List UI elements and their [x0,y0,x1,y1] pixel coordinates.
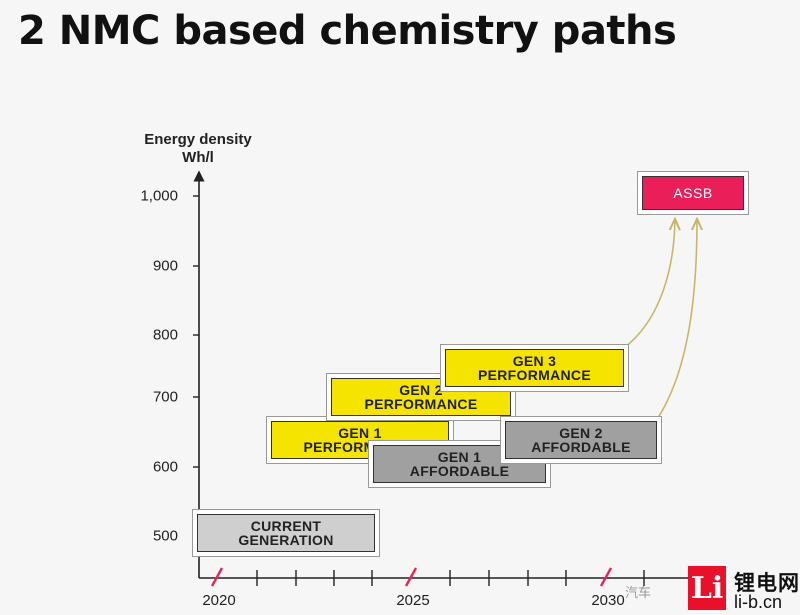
box-gen2-affordable: GEN 2 AFFORDABLE [505,421,657,459]
watermark-logo: Li [688,566,726,610]
arrow-gen3-to-assb [623,220,675,349]
page-title: 2 NMC based chemistry paths [18,8,677,54]
box-assb-label: ASSB [673,185,713,201]
x-tick-2030: 2030 [591,592,625,609]
y-tick-600: 600 [152,458,178,476]
box-gen2aff-line2: AFFORDABLE [531,439,631,455]
box-gen1aff-line1: GEN 1 [437,449,482,465]
y-tick-700: 700 [152,388,178,406]
year-markers [210,567,613,587]
watermark-caption: 汽车 [625,585,652,600]
box-assb: ASSB [642,176,744,210]
y-tick-1000: 1,000 [140,187,178,205]
x-tick-2020: 2020 [202,592,236,609]
box-gen3perf-line2: PERFORMANCE [478,367,591,383]
y-axis-label-line2: Wh/l [182,149,214,166]
box-gen1aff-line2: AFFORDABLE [409,463,510,479]
watermark-site-cn: 锂电网 [734,572,800,595]
y-tick-500: 500 [152,527,178,545]
box-gen2aff-line1: GEN 2 [559,425,603,441]
x-tick-2025: 2025 [396,592,430,609]
box-current-generation: CURRENT GENERATION [197,514,375,552]
arrow-gen2aff-to-assb [655,220,697,422]
box-gen3perf-line1: GEN 3 [512,353,557,369]
y-tick-800: 800 [152,326,178,344]
x-tick-marks [256,570,645,586]
y-axis-label-line1: Energy density [144,131,252,148]
y-tick-marks [193,195,199,537]
box-gen2perf-line1: GEN 2 [399,382,443,398]
y-tick-900: 900 [152,257,178,275]
box-gen3-performance: GEN 3 PERFORMANCE [445,349,624,387]
box-gen1perf-line1: GEN 1 [338,425,382,441]
box-current-line2: GENERATION [238,532,334,548]
watermark-site-url: li-b.cn [734,592,783,612]
box-gen2-performance: GEN 2 PERFORMANCE [331,378,511,416]
box-gen2perf-line2: PERFORMANCE [364,396,478,412]
box-current-line1: CURRENT [250,518,322,534]
y-axis-label: Energy density Wh/l [128,131,268,167]
